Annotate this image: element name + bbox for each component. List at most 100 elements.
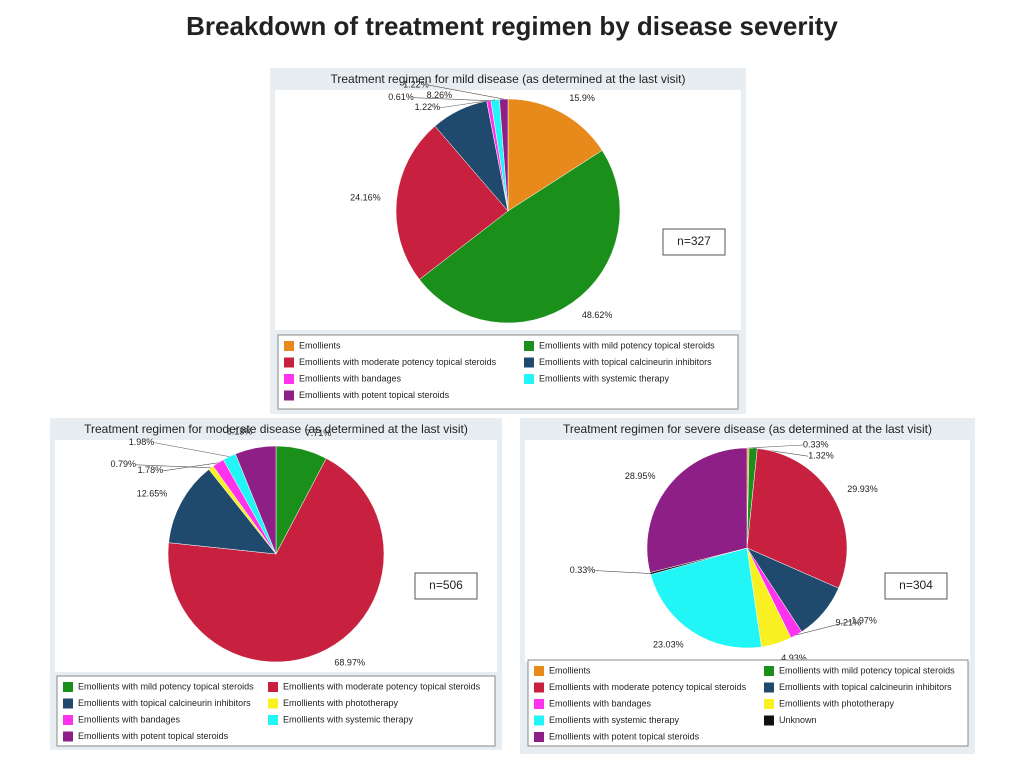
annotation: n=506 xyxy=(429,578,463,592)
pie-slice xyxy=(235,445,277,555)
slice-label: 7.71% xyxy=(306,428,332,438)
legend-label: Emollients with mild potency topical ste… xyxy=(539,340,715,350)
legend-box xyxy=(527,659,969,747)
legend-swatch xyxy=(284,341,294,351)
annotation: n=304 xyxy=(899,578,933,592)
legend-label: Emollients with potent topical steroids xyxy=(549,731,700,741)
legend-label: Emollients with topical calcineurin inhi… xyxy=(779,682,952,692)
pie-slice xyxy=(646,447,748,573)
legend-label: Emollients with systemic therapy xyxy=(549,715,680,725)
legend-swatch xyxy=(63,682,73,692)
slice-label: 23.03% xyxy=(653,640,684,650)
pie-title: Treatment regimen for moderate disease (… xyxy=(84,422,468,436)
slice-label: 48.62% xyxy=(582,310,613,320)
slice-label: 1.22% xyxy=(415,102,441,112)
legend-label: Emollients with bandages xyxy=(299,373,402,383)
legend-label: Emollients with topical calcineurin inhi… xyxy=(78,698,251,708)
legend-swatch xyxy=(534,715,544,726)
pie-slice xyxy=(507,98,603,212)
legend-swatch xyxy=(268,715,278,725)
legend-swatch xyxy=(764,699,774,709)
legend-label: Emollients with mild potency topical ste… xyxy=(78,681,254,691)
legend-label: Emollients with moderate potency topical… xyxy=(549,682,747,692)
legend-swatch xyxy=(268,698,278,709)
leader-line xyxy=(413,97,489,101)
legend-box xyxy=(277,334,739,410)
page-title: Breakdown of treatment regimen by diseas… xyxy=(186,11,838,41)
legend-swatch xyxy=(63,698,73,709)
slice-label: 28.95% xyxy=(625,471,656,481)
slice-label: 6.13% xyxy=(227,427,253,437)
legend-label: Emollients xyxy=(299,340,341,350)
legend-swatch xyxy=(534,682,544,693)
legend-label: Emollients with phototherapy xyxy=(283,698,399,708)
slice-label: 1.32% xyxy=(808,451,834,461)
legend-label: Emollients with moderate potency topical… xyxy=(299,357,497,367)
legend-swatch xyxy=(284,357,294,368)
slice-label: 8.26% xyxy=(427,90,453,100)
legend-label: Emollients with phototherapy xyxy=(779,698,895,708)
legend-label: Unknown xyxy=(779,715,817,725)
slice-label: 0.61% xyxy=(388,92,414,102)
legend-swatch xyxy=(764,682,774,693)
slice-label: 12.65% xyxy=(137,489,168,499)
legend-swatch xyxy=(534,699,544,709)
leader-line xyxy=(440,99,496,109)
legend-label: Emollients with mild potency topical ste… xyxy=(779,665,955,675)
legend-swatch xyxy=(524,357,534,368)
slice-label: 15.9% xyxy=(569,93,595,103)
slice-label: 1.22% xyxy=(403,79,429,89)
annotation-box xyxy=(662,228,726,256)
leader-line xyxy=(796,620,852,636)
leader-line xyxy=(154,442,230,457)
legend-label: Emollients with systemic therapy xyxy=(539,373,670,383)
legend-label: Emollients with potent topical steroids xyxy=(78,731,229,741)
legend-label: Emollients with potent topical steroids xyxy=(299,390,450,400)
pie-title: Treatment regimen for mild disease (as d… xyxy=(330,72,685,86)
legend-swatch xyxy=(764,666,774,676)
legend-swatch xyxy=(63,731,73,742)
pie-slice xyxy=(746,448,848,589)
legend-label: Emollients with topical calcineurin inhi… xyxy=(539,357,712,367)
leader-line xyxy=(163,462,219,472)
legend-swatch xyxy=(534,666,544,676)
pie-slice xyxy=(167,458,385,663)
leader-line xyxy=(595,570,651,574)
annotation: n=327 xyxy=(677,234,711,248)
legend-label: Emollients with bandages xyxy=(549,698,652,708)
legend-label: Emollients with systemic therapy xyxy=(283,714,414,724)
legend-label: Emollients xyxy=(549,665,591,675)
slice-label: 4.93% xyxy=(781,653,807,663)
legend-swatch xyxy=(534,732,544,742)
legend-swatch xyxy=(284,390,294,401)
annotation-box xyxy=(884,572,948,600)
slice-label: 1.97% xyxy=(851,615,877,625)
leader-line xyxy=(135,464,211,469)
slice-label: 1.78% xyxy=(138,465,164,475)
slice-label: 29.93% xyxy=(847,484,878,494)
slice-label: 0.33% xyxy=(803,439,829,449)
legend-swatch xyxy=(63,715,73,725)
legend-label: Emollients with bandages xyxy=(78,714,181,724)
annotation-box xyxy=(414,572,478,600)
pie-slice xyxy=(419,150,621,324)
slice-label: 0.79% xyxy=(110,459,136,469)
slice-label: 0.33% xyxy=(570,565,596,575)
pie-slice xyxy=(395,125,509,280)
pie-title: Treatment regimen for severe disease (as… xyxy=(563,422,932,436)
legend-swatch xyxy=(284,374,294,384)
slice-label: 9.21% xyxy=(836,617,862,627)
legend-swatch xyxy=(268,682,278,692)
leader-line xyxy=(428,84,504,100)
slice-label: 68.97% xyxy=(334,658,365,668)
legend-swatch xyxy=(764,715,774,726)
slice-label: 1.98% xyxy=(129,437,155,447)
slice-label: 24.16% xyxy=(350,192,381,202)
legend-swatch xyxy=(524,374,534,384)
leader-line xyxy=(748,444,804,449)
legend-swatch xyxy=(524,341,534,351)
legend-label: Emollients with moderate potency topical… xyxy=(283,681,481,691)
pie-slice xyxy=(168,469,277,555)
pie-slice xyxy=(650,547,762,649)
